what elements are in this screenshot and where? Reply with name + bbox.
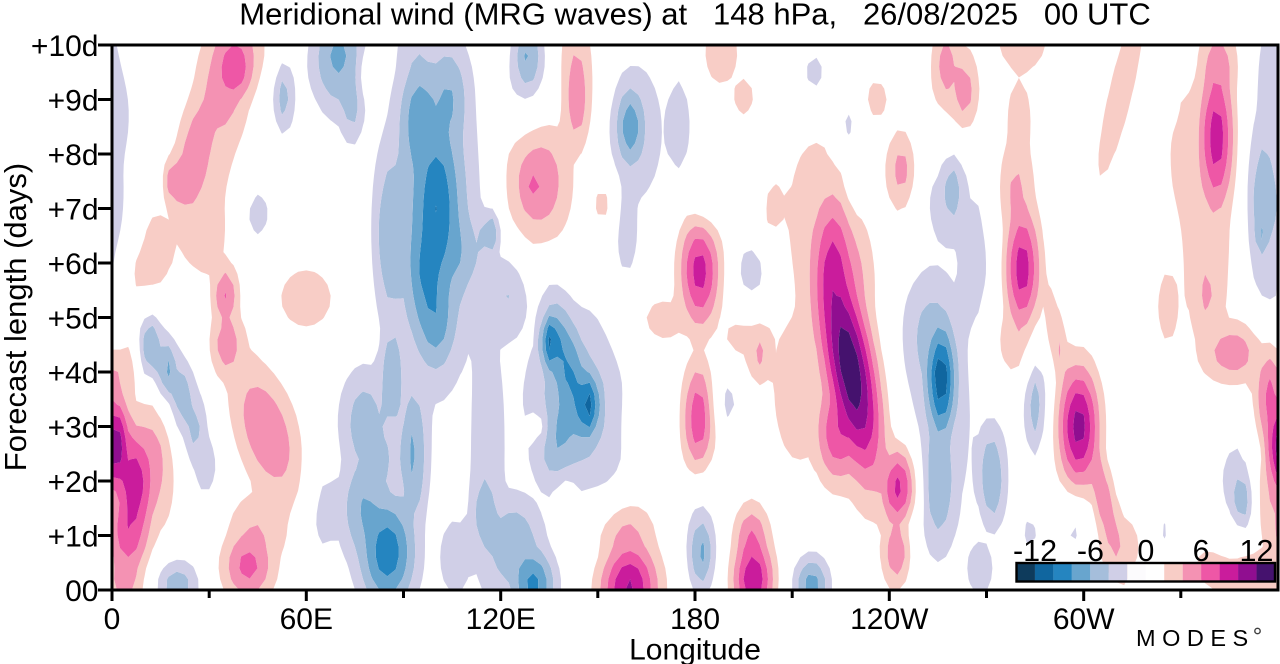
svg-text:0: 0: [1137, 534, 1154, 568]
svg-text:+10d: +10d: [31, 30, 99, 63]
svg-text:-12: -12: [1013, 534, 1057, 568]
svg-text:+6d: +6d: [48, 248, 99, 281]
svg-text:+7d: +7d: [48, 193, 99, 226]
svg-text:12: 12: [1240, 534, 1274, 568]
svg-text:-6: -6: [1077, 534, 1104, 568]
svg-text:+9d: +9d: [48, 84, 99, 117]
svg-text:120W: 120W: [850, 603, 929, 636]
svg-text:0: 0: [104, 603, 121, 636]
svg-text:MODES: MODES: [1136, 625, 1255, 651]
svg-text:+4d: +4d: [48, 357, 99, 390]
svg-text:180: 180: [670, 603, 720, 636]
svg-text:60E: 60E: [280, 603, 333, 636]
svg-text:6: 6: [1193, 534, 1210, 568]
svg-text:+2d: +2d: [48, 466, 99, 499]
svg-text:+5d: +5d: [48, 302, 99, 335]
svg-text:00: 00: [65, 575, 98, 608]
svg-text:+8d: +8d: [48, 139, 99, 172]
svg-text:Forecast length (days): Forecast length (days): [0, 163, 33, 471]
svg-text:+3d: +3d: [48, 411, 99, 444]
svg-text:+1d: +1d: [48, 520, 99, 553]
svg-text:60W: 60W: [1053, 603, 1115, 636]
svg-text:Longitude: Longitude: [629, 634, 761, 664]
svg-text:Meridional wind (MRG waves) at: Meridional wind (MRG waves) at 148 hPa, …: [239, 0, 1151, 32]
svg-text:120E: 120E: [466, 603, 536, 636]
